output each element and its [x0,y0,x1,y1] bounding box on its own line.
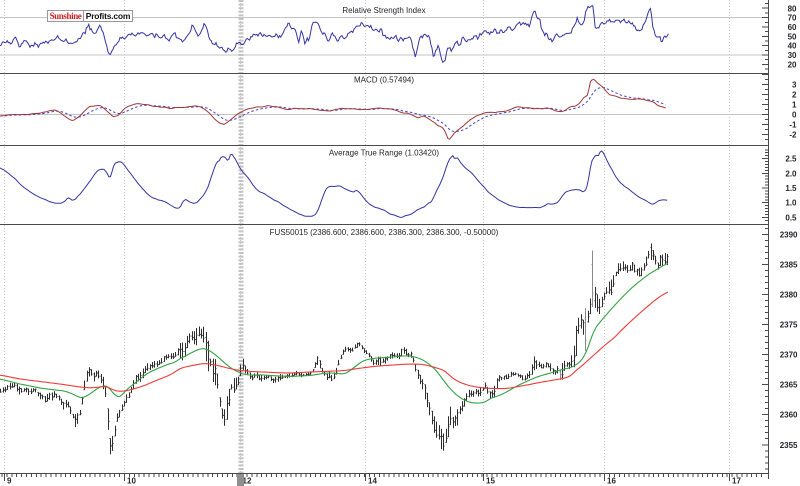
svg-text:2380: 2380 [780,291,798,300]
svg-text:-1: -1 [789,120,797,129]
svg-text:20: 20 [788,60,797,69]
svg-text:2375: 2375 [780,321,798,330]
svg-text:2: 2 [792,90,797,99]
svg-text:FUS50015 (2386.600, 2386.600,: FUS50015 (2386.600, 2386.600, 2386.300, … [270,228,499,237]
svg-text:15: 15 [486,477,495,486]
svg-text:14: 14 [368,477,377,486]
svg-text:70: 70 [788,14,797,23]
svg-text:MACD (0.57494): MACD (0.57494) [354,76,414,85]
svg-text:2.5: 2.5 [785,155,797,164]
svg-text:3: 3 [792,80,797,89]
svg-text:2390: 2390 [780,230,798,239]
svg-text:-2: -2 [789,130,797,139]
svg-text:2355: 2355 [780,441,798,450]
svg-text:Relative Strength Index: Relative Strength Index [342,6,425,15]
svg-text:2385: 2385 [780,260,798,269]
svg-text:2365: 2365 [780,381,798,390]
svg-text:1: 1 [792,100,797,109]
svg-text:0.5: 0.5 [785,213,797,222]
svg-text:Average True Range (1.03420): Average True Range (1.03420) [329,149,439,158]
svg-text:1.0: 1.0 [785,199,797,208]
svg-text:0: 0 [792,110,797,119]
svg-text:12: 12 [243,477,252,486]
svg-text:9: 9 [7,477,12,486]
svg-text:80: 80 [788,4,797,13]
svg-text:50: 50 [788,32,797,41]
svg-text:2360: 2360 [780,411,798,420]
svg-text:2.0: 2.0 [785,169,797,178]
svg-text:17: 17 [732,477,741,486]
svg-text:10: 10 [127,477,136,486]
svg-text:60: 60 [788,23,797,32]
svg-text:40: 40 [788,42,797,51]
svg-text:1.5: 1.5 [785,184,797,193]
svg-text:16: 16 [607,477,616,486]
svg-text:2370: 2370 [780,351,798,360]
svg-text:30: 30 [788,51,797,60]
